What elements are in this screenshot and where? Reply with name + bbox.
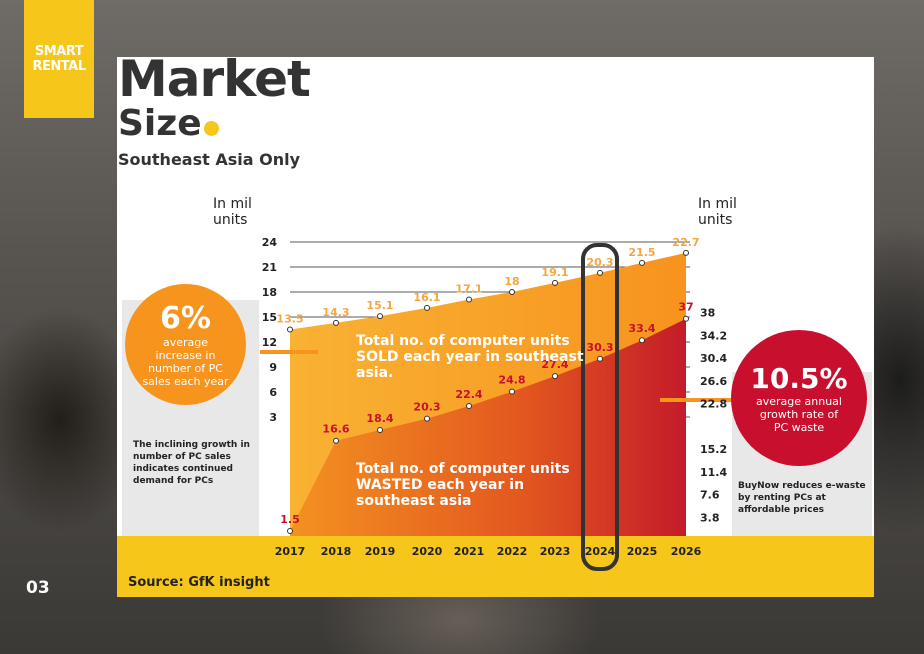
- y-right-tick-label: 7.6: [700, 489, 720, 502]
- wasted-point: [639, 337, 645, 344]
- sold-data-label: 18: [504, 275, 519, 288]
- sold-data-label: 20.3: [586, 256, 613, 269]
- y-right-tick-label: 38: [700, 307, 715, 320]
- left-callout-connector: [260, 350, 318, 354]
- wasted-point: [377, 426, 383, 433]
- sold-point: [333, 319, 339, 326]
- highlight-2024-frame: [581, 243, 619, 571]
- logo-line1: SMART: [34, 44, 84, 59]
- right-callout-circle: 10.5% average annual growth rate of PC w…: [731, 330, 867, 466]
- x-tick-label: 2019: [365, 545, 396, 558]
- y-right-tick-label: 26.6: [700, 375, 727, 388]
- wasted-point: [333, 437, 339, 444]
- x-tick-label: 2018: [321, 545, 352, 558]
- sold-data-label: 17.1: [455, 283, 482, 296]
- sold-data-label: 15.1: [366, 299, 393, 312]
- sold-data-label: 19.1: [541, 266, 568, 279]
- right-callout-connector: [660, 398, 738, 402]
- brand-logo: SMART RENTAL: [24, 0, 94, 118]
- wasted-data-label: 16.6: [322, 423, 349, 436]
- x-tick-label: 2020: [412, 545, 443, 558]
- wasted-data-label: 30.3: [586, 341, 613, 354]
- x-tick-label: 2024: [585, 545, 616, 558]
- page-subtitle: Southeast Asia Only: [118, 150, 300, 169]
- page-number: 03: [26, 578, 50, 598]
- wasted-data-label: 18.4: [366, 412, 393, 425]
- logo-line2: RENTAL: [32, 59, 86, 74]
- sold-point: [377, 313, 383, 320]
- y-right-tick-label: 30.4: [700, 352, 727, 365]
- right-callout-text: average annual growth rate of PC waste: [756, 395, 842, 434]
- y-left-tick-label: 24: [262, 236, 278, 249]
- wasted-point: [683, 315, 689, 322]
- wasted-area: [290, 318, 686, 540]
- y-left-tick-label: 12: [262, 336, 277, 349]
- y-left-tick-label: 15: [262, 311, 277, 324]
- y-right-tick-label: 34.2: [700, 329, 727, 342]
- title-dot: [204, 121, 219, 136]
- wasted-data-label: 24.8: [498, 374, 525, 387]
- page-title-line2: Size: [118, 103, 202, 144]
- x-tick-label: 2017: [275, 545, 306, 558]
- wasted-data-label: 33.4: [628, 322, 655, 335]
- y-left-tick-label: 9: [269, 361, 277, 374]
- sold-data-label: 13.5: [276, 313, 303, 326]
- wasted-data-label: 37: [678, 301, 693, 314]
- y-left-tick-label: 6: [269, 386, 277, 399]
- sold-data-label: 16.1: [413, 291, 440, 304]
- sold-point: [683, 249, 689, 256]
- sold-point: [424, 304, 430, 311]
- y-left-tick-label: 21: [262, 261, 277, 274]
- left-callout-note: The inclining growth in number of PC sal…: [133, 440, 250, 486]
- sold-point: [509, 289, 515, 295]
- wasted-point: [287, 528, 293, 535]
- wasted-series-caption: Total no. of computer units WASTED each …: [356, 461, 570, 509]
- y-left-tick-label: 18: [262, 286, 277, 299]
- left-callout-text: average increase in number of PC sales e…: [142, 336, 229, 388]
- x-tick-label: 2026: [671, 545, 702, 558]
- sold-data-label: 14.3: [322, 306, 349, 319]
- x-tick-label: 2022: [497, 545, 528, 558]
- sold-series-caption: Total no. of computer units SOLD each ye…: [356, 333, 584, 381]
- sold-data-label: 21.5: [628, 246, 655, 259]
- y-right-tick-label: 15.2: [700, 443, 727, 456]
- page-title: Market: [118, 50, 311, 108]
- source-note: Source: GfK insight: [128, 575, 270, 590]
- wasted-data-label: 20.3: [413, 401, 440, 414]
- y-right-tick-label: 3.8: [700, 511, 720, 524]
- y-left-tick-label: 3: [269, 411, 277, 424]
- right-callout-note: BuyNow reduces e-waste by renting PCs at…: [738, 481, 866, 515]
- wasted-point: [552, 373, 558, 380]
- sold-data-label: 22.7: [672, 236, 699, 249]
- left-callout-circle: 6% average increase in number of PC sale…: [125, 284, 246, 405]
- sold-point: [552, 279, 558, 286]
- wasted-data-label: 27.4: [541, 358, 568, 371]
- x-tick-label: 2021: [454, 545, 485, 558]
- sold-point: [639, 259, 645, 266]
- sold-point: [597, 269, 603, 276]
- left-axis-unit: In mil units: [213, 196, 252, 228]
- x-tick-label: 2025: [627, 545, 658, 558]
- left-callout-percent: 6%: [160, 301, 211, 336]
- wasted-data-label: 1.5: [280, 513, 300, 526]
- wasted-point: [466, 403, 472, 410]
- right-axis-unit: In mil units: [698, 196, 737, 228]
- right-callout-percent: 10.5%: [750, 362, 848, 395]
- wasted-point: [424, 415, 430, 422]
- y-right-tick-label: 22.8: [700, 398, 727, 411]
- sold-point: [466, 296, 472, 303]
- x-axis-band: [117, 536, 874, 597]
- sold-point: [287, 326, 293, 333]
- x-tick-label: 2023: [540, 545, 571, 558]
- y-right-tick-label: 11.4: [700, 466, 727, 479]
- wasted-point: [597, 355, 603, 362]
- wasted-data-label: 22.4: [455, 388, 482, 401]
- wasted-point: [509, 388, 515, 395]
